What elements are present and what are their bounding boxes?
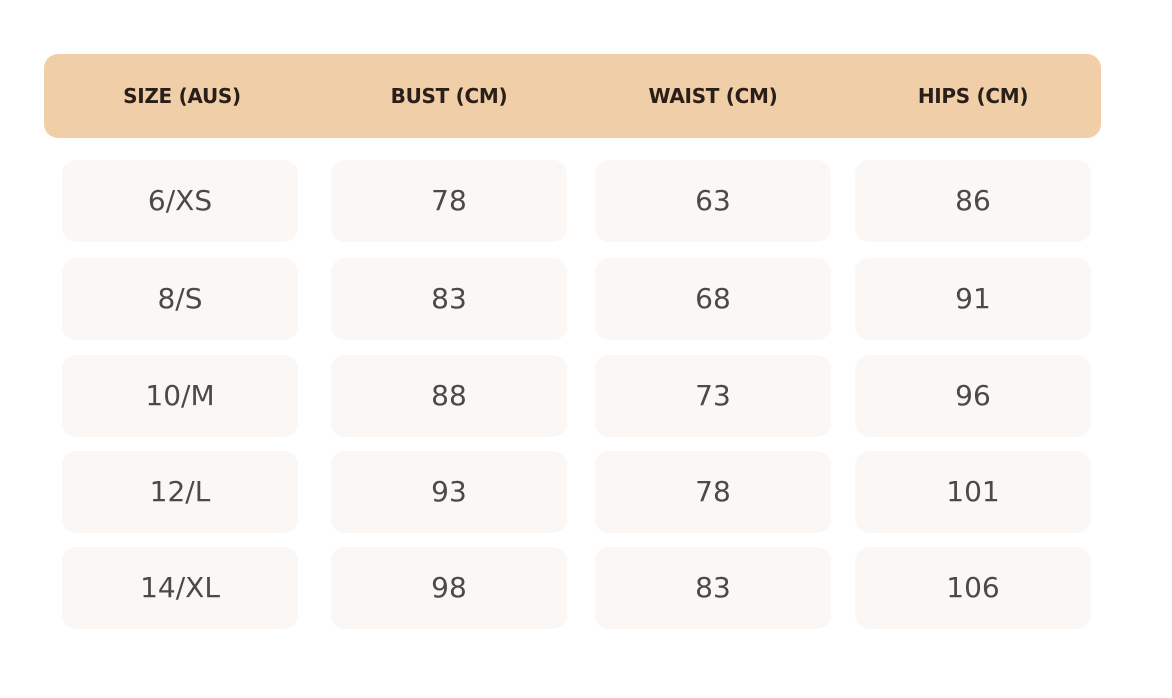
cell-hips: 86 [855, 160, 1091, 242]
cell-waist: 78 [595, 451, 831, 533]
header-size: SIZE (AUS) [123, 84, 241, 108]
cell-size: 10/M [62, 355, 298, 437]
cell-hips: 106 [855, 547, 1091, 629]
cell-bust: 98 [331, 547, 567, 629]
cell-waist: 73 [595, 355, 831, 437]
cell-bust: 78 [331, 160, 567, 242]
cell-size: 6/XS [62, 160, 298, 242]
cell-hips: 101 [855, 451, 1091, 533]
cell-waist: 83 [595, 547, 831, 629]
cell-size: 8/S [62, 258, 298, 340]
header-waist: WAIST (CM) [648, 84, 778, 108]
table-header: SIZE (AUS) BUST (CM) WAIST (CM) HIPS (CM… [44, 54, 1101, 138]
header-bust: BUST (CM) [390, 84, 508, 108]
cell-waist: 63 [595, 160, 831, 242]
cell-size: 14/XL [62, 547, 298, 629]
cell-size: 12/L [62, 451, 298, 533]
cell-bust: 88 [331, 355, 567, 437]
header-hips: HIPS (CM) [917, 84, 1029, 108]
cell-hips: 96 [855, 355, 1091, 437]
cell-waist: 68 [595, 258, 831, 340]
cell-bust: 93 [331, 451, 567, 533]
cell-bust: 83 [331, 258, 567, 340]
cell-hips: 91 [855, 258, 1091, 340]
